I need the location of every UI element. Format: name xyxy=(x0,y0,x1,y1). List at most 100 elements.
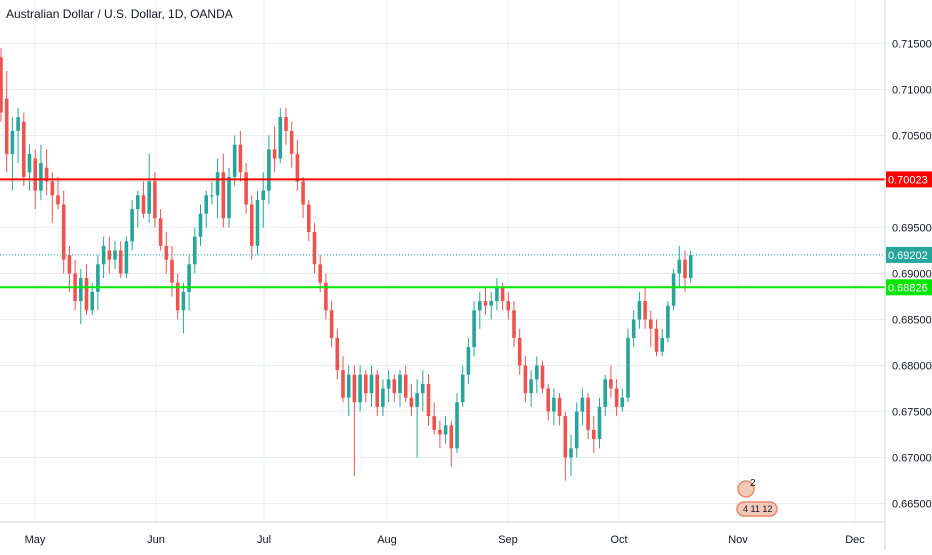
candle-down[interactable] xyxy=(403,374,408,398)
candle-up[interactable] xyxy=(472,310,476,348)
candle-down[interactable] xyxy=(649,319,653,329)
candle-down[interactable] xyxy=(432,416,436,430)
candle-up[interactable] xyxy=(478,301,482,311)
candle-up[interactable] xyxy=(580,397,585,412)
candle-up[interactable] xyxy=(489,301,493,306)
candle-up[interactable] xyxy=(455,402,459,449)
candle-down[interactable] xyxy=(67,255,72,274)
candle-down[interactable] xyxy=(0,57,3,113)
event-badges[interactable]: 2 4 11 12 xyxy=(736,478,778,517)
candle-up[interactable] xyxy=(181,291,186,311)
candle-down[interactable] xyxy=(4,98,9,154)
candle-up[interactable] xyxy=(267,149,271,191)
candle-up[interactable] xyxy=(443,425,448,435)
candle-down[interactable] xyxy=(654,328,659,352)
candle-down[interactable] xyxy=(324,282,328,311)
candle-down[interactable] xyxy=(250,204,254,246)
candle-down[interactable] xyxy=(295,153,300,182)
candle-up[interactable] xyxy=(666,305,670,338)
candle-up[interactable] xyxy=(27,153,32,173)
event-badge-icon[interactable] xyxy=(736,501,778,517)
candle-up[interactable] xyxy=(198,213,203,237)
candle-up[interactable] xyxy=(101,245,106,265)
candle-down[interactable] xyxy=(592,429,596,440)
candle-down[interactable] xyxy=(329,310,334,338)
candle-down[interactable] xyxy=(107,250,112,260)
candle-down[interactable] xyxy=(500,287,505,302)
candle-down[interactable] xyxy=(392,379,397,394)
candle-down[interactable] xyxy=(614,388,619,407)
candle-up[interactable] xyxy=(193,236,197,265)
candle-up[interactable] xyxy=(130,209,134,242)
candle-up[interactable] xyxy=(358,374,362,403)
candle-up[interactable] xyxy=(529,379,533,394)
candle-down[interactable] xyxy=(341,370,345,398)
candle-down[interactable] xyxy=(175,282,180,311)
candle-up[interactable] xyxy=(569,448,573,458)
candle-down[interactable] xyxy=(170,259,174,283)
candle-up[interactable] xyxy=(346,374,351,398)
candle-down[interactable] xyxy=(449,425,454,449)
candle-up[interactable] xyxy=(620,397,625,407)
candle-up[interactable] xyxy=(677,259,682,274)
candle-up[interactable] xyxy=(688,255,693,279)
candle-down[interactable] xyxy=(546,388,550,412)
candle-up[interactable] xyxy=(124,241,129,274)
candle-down[interactable] xyxy=(540,365,545,389)
candle-down[interactable] xyxy=(33,158,37,191)
candle-up[interactable] xyxy=(660,337,664,352)
candle-up[interactable] xyxy=(90,291,94,311)
candle-up[interactable] xyxy=(495,287,499,302)
candle-down[interactable] xyxy=(22,121,26,177)
candle-down[interactable] xyxy=(483,301,488,306)
candle-down[interactable] xyxy=(683,259,687,279)
candle-down[interactable] xyxy=(61,204,66,260)
candle-down[interactable] xyxy=(84,278,89,311)
candle-up[interactable] xyxy=(16,117,20,131)
candle-up[interactable] xyxy=(603,379,607,407)
candle-down[interactable] xyxy=(318,264,322,283)
candle-up[interactable] xyxy=(460,374,465,403)
candle-up[interactable] xyxy=(96,264,100,292)
candle-up[interactable] xyxy=(278,117,283,159)
candle-down[interactable] xyxy=(335,337,340,371)
candle-down[interactable] xyxy=(563,416,568,458)
candle-up[interactable] xyxy=(671,273,676,306)
candle-down[interactable] xyxy=(118,250,123,274)
candle-up[interactable] xyxy=(552,397,556,412)
candle-up[interactable] xyxy=(637,301,642,320)
candle-down[interactable] xyxy=(141,195,146,214)
candle-down[interactable] xyxy=(557,397,562,417)
candle-down[interactable] xyxy=(375,374,379,407)
candle-up[interactable] xyxy=(574,411,579,449)
candle-down[interactable] xyxy=(523,365,528,394)
candle-up[interactable] xyxy=(261,190,265,200)
candle-down[interactable] xyxy=(158,218,163,246)
candle-up[interactable] xyxy=(386,379,391,389)
candle-up[interactable] xyxy=(535,365,539,380)
candle-up[interactable] xyxy=(147,181,151,214)
candle-up[interactable] xyxy=(136,195,140,210)
candle-up[interactable] xyxy=(39,163,43,191)
candle-down[interactable] xyxy=(512,310,516,338)
candle-up[interactable] xyxy=(626,337,630,398)
candle-up[interactable] xyxy=(232,144,237,177)
candle-down[interactable] xyxy=(609,379,613,389)
candle-down[interactable] xyxy=(44,167,49,182)
candle-up[interactable] xyxy=(10,130,15,154)
candle-up[interactable] xyxy=(79,278,83,302)
candle-down[interactable] xyxy=(426,383,431,417)
candle-down[interactable] xyxy=(352,374,357,403)
candle-down[interactable] xyxy=(506,301,511,311)
candle-down[interactable] xyxy=(238,144,243,173)
candle-down[interactable] xyxy=(153,181,157,219)
time-axis[interactable]: May Jun Jul Aug Sep Oct Nov Dec xyxy=(25,534,866,546)
candle-up[interactable] xyxy=(466,347,471,375)
candle-up[interactable] xyxy=(187,264,191,292)
candle-down[interactable] xyxy=(307,204,311,233)
candle-up[interactable] xyxy=(227,176,231,219)
candle-up[interactable] xyxy=(369,374,374,394)
candle-up[interactable] xyxy=(415,393,419,407)
candle-up[interactable] xyxy=(421,383,425,394)
